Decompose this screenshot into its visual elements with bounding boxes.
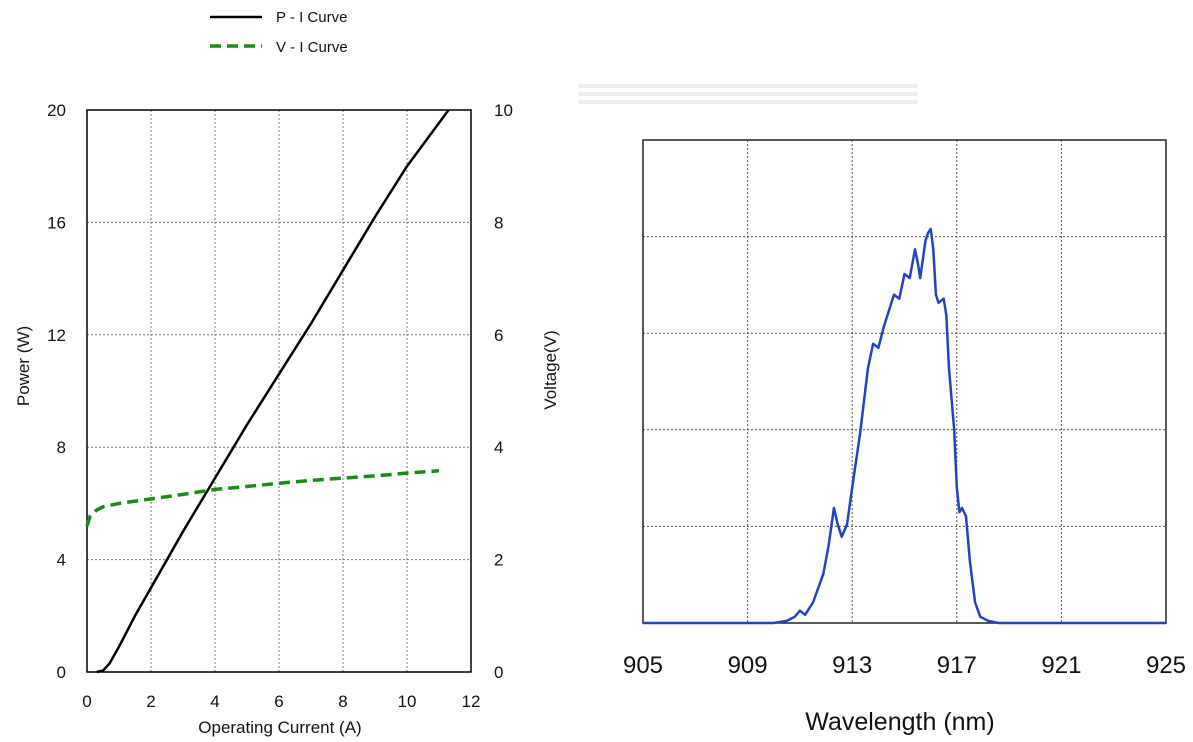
- left-y-tick-label: 12: [47, 326, 66, 345]
- y-axis-label: Power (W): [14, 326, 33, 406]
- right-x-tick-label: 913: [832, 652, 872, 679]
- left-series: [85, 109, 450, 674]
- x-axis-label: Operating Current (A): [198, 718, 361, 737]
- left-x-tick-label: 0: [82, 692, 91, 711]
- legend-pi-label: P - I Curve: [276, 9, 347, 26]
- left-y2-tick-label: 2: [494, 551, 503, 570]
- left-y2-tick-label: 10: [494, 101, 513, 120]
- left-y-tick-label: 16: [47, 213, 66, 232]
- y2-axis-label: Voltage(V): [541, 330, 560, 409]
- right-series: [643, 227, 1166, 625]
- left-x-tick-labels: 0 2 4 6 8 10 12: [82, 692, 480, 711]
- left-y2-tick-label: 4: [494, 438, 503, 457]
- left-x-tick-label: 12: [462, 692, 481, 711]
- pi-vi-chart: 0 2 4 6 8 10 12 0 4 8 12 16 20 0 2 4 6 8 10 Operating Cu…: [14, 9, 560, 737]
- left-plot-frame: [86, 109, 472, 673]
- left-x-tick-label: 8: [338, 692, 347, 711]
- left-x-tick-label: 4: [210, 692, 219, 711]
- watermark: [578, 84, 918, 104]
- right-x-tick-label: 917: [937, 652, 977, 679]
- right-x-tick-label: 905: [623, 652, 663, 679]
- right-x-tick-label: 925: [1146, 652, 1186, 679]
- legend-vi-label: V - I Curve: [276, 39, 348, 56]
- right-x-tick-label: 909: [728, 652, 768, 679]
- left-y-tick-label: 0: [57, 663, 66, 682]
- right-grid: [643, 140, 1166, 623]
- left-y-tick-label: 20: [47, 101, 66, 120]
- right-x-tick-labels: 905 909 913 917 921 925: [623, 652, 1186, 679]
- vi-curve-line: [85, 469, 440, 527]
- pi-curve-line: [96, 109, 450, 674]
- spectrum-chart: 905 909 913 917 921 925 Wavelength (nm): [623, 139, 1186, 736]
- legend: P - I Curve V - I Curve: [210, 9, 348, 56]
- left-y2-tick-label: 8: [494, 213, 503, 232]
- left-y-tick-labels: 0 4 8 12 16 20: [47, 101, 66, 682]
- left-y-tick-label: 4: [57, 551, 66, 570]
- wavelength-axis-label: Wavelength (nm): [805, 708, 994, 736]
- left-x-tick-label: 6: [274, 692, 283, 711]
- left-x-tick-label: 2: [146, 692, 155, 711]
- right-x-tick-label: 921: [1041, 652, 1081, 679]
- left-y2-tick-label: 0: [494, 663, 503, 682]
- spectrum-line: [643, 227, 1166, 625]
- left-y-tick-label: 8: [57, 438, 66, 457]
- left-y2-tick-label: 6: [494, 326, 503, 345]
- left-grid: [87, 110, 471, 672]
- left-x-tick-label: 10: [398, 692, 417, 711]
- left-y2-tick-labels: 0 2 4 6 8 10: [494, 101, 513, 682]
- right-plot-frame: [642, 139, 1167, 624]
